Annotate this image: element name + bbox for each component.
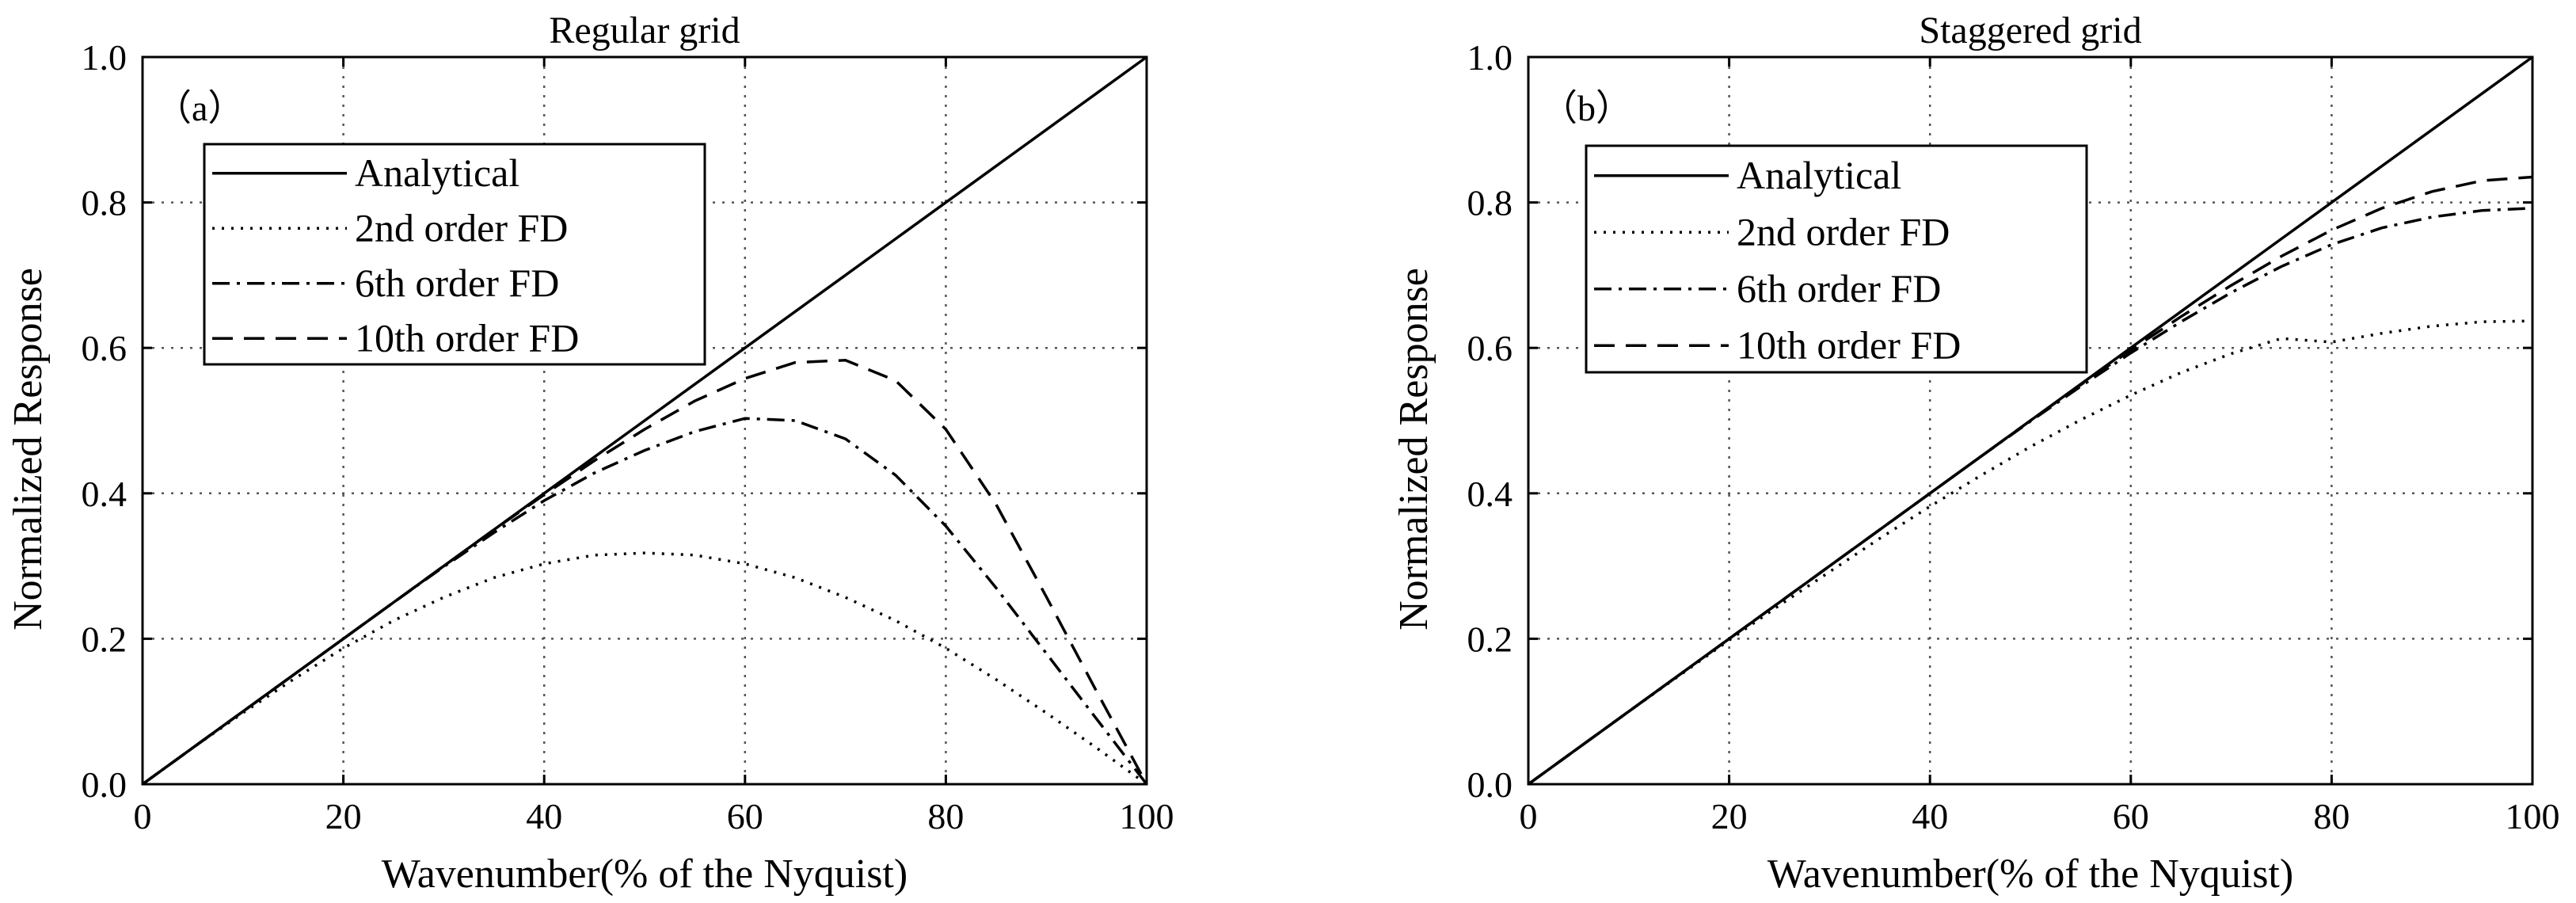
y-tick-label: 0.2 <box>82 619 127 659</box>
x-tick-label: 0 <box>134 796 152 836</box>
series-line-dotted <box>141 551 1148 786</box>
legend: Analytical 2nd order FD 6th order FD 10th o… <box>203 143 706 366</box>
x-tick-label: 100 <box>2506 796 2560 836</box>
x-tick-label: 80 <box>2313 796 2350 836</box>
x-axis-label: Wavenumber(% of the Nyquist) <box>382 852 907 897</box>
plot-frame <box>141 55 1148 786</box>
y-tick-label: 0.6 <box>1467 328 1513 368</box>
x-tick-label: 100 <box>1120 796 1174 836</box>
legend-label: Analytical <box>355 150 519 195</box>
legend-box <box>203 143 706 366</box>
x-tick-label: 20 <box>325 796 362 836</box>
legend-label: 6th order FD <box>1737 266 1941 311</box>
chart-title: Staggered grid <box>1919 10 2141 51</box>
panel-label: （a） <box>155 88 244 128</box>
x-tick-label: 40 <box>526 796 562 836</box>
x-tick-label: 0 <box>1520 796 1538 836</box>
y-tick-label: 0.4 <box>82 474 127 514</box>
legend-label: 6th order FD <box>355 261 559 305</box>
y-tick-label: 0.6 <box>82 328 127 368</box>
legend-label: 2nd order FD <box>355 205 568 250</box>
series-line-dotted <box>1527 319 2533 786</box>
x-tick-label: 60 <box>2113 796 2149 836</box>
y-tick-label: 0.0 <box>82 764 127 805</box>
chart-title: Regular grid <box>549 10 740 51</box>
chart-panel-a: 0 20 40 60 80 100 0.0 0.2 0.4 0.6 0.8 1.0 Regular gr… <box>6 10 1174 897</box>
legend: Analytical 2nd order FD 6th order FD 10th o… <box>1585 144 2088 374</box>
plot-frame <box>1527 55 2534 786</box>
legend-box <box>1585 144 2088 374</box>
y-tick-label: 0.4 <box>1467 474 1513 514</box>
x-tick-label: 80 <box>927 796 964 836</box>
x-tick-label: 60 <box>727 796 763 836</box>
y-tick-label: 0.0 <box>1467 764 1513 805</box>
legend-label: Analytical <box>1737 153 1901 197</box>
panel-label: （b） <box>1541 88 1632 128</box>
y-tick-label: 1.0 <box>1467 37 1513 78</box>
legend-label: 10th order FD <box>355 315 579 360</box>
y-tick-label: 0.2 <box>1467 619 1513 659</box>
y-tick-label: 1.0 <box>82 37 127 78</box>
legend-label: 10th order FD <box>1737 322 1961 367</box>
y-tick-label: 0.8 <box>82 183 127 223</box>
y-axis-label: Normalized Response <box>6 268 51 631</box>
series-line-dashed <box>141 359 1148 786</box>
y-tick-label: 0.8 <box>1467 183 1513 223</box>
x-tick-label: 40 <box>1912 796 1948 836</box>
chart-panel-b: 0 20 40 60 80 100 0.0 0.2 0.4 0.6 0.8 1.0 Staggered … <box>1391 10 2560 897</box>
series-line-dashed <box>1527 175 2533 786</box>
legend-label: 2nd order FD <box>1737 209 1950 253</box>
y-axis-label: Normalized Response <box>1391 268 1436 631</box>
series-line-dashdot <box>141 417 1148 786</box>
x-tick-label: 20 <box>1711 796 1748 836</box>
x-axis-label: Wavenumber(% of the Nyquist) <box>1767 852 2293 897</box>
